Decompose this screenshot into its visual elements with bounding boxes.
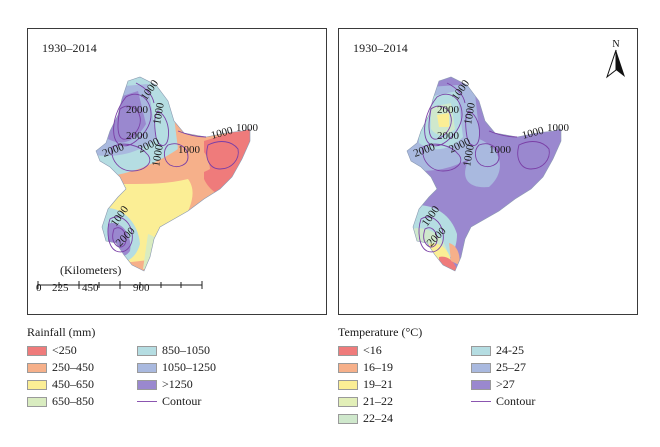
scale-bar: (Kilometers) 0 225 450 900 [36,263,206,308]
legend-label: >1250 [162,377,193,391]
contour-label: 1000 [462,101,478,125]
north-label: N [612,39,619,50]
legend-label: 22–24 [363,411,393,425]
rainfall-legend-title: Rainfall (mm) [27,325,96,339]
legend-label: 850–1050 [162,343,210,357]
scale-bar-graphic [37,281,203,289]
legend-swatch [338,363,358,373]
legend-swatch [338,414,358,424]
legend-swatch [338,346,358,356]
legend-label: Contour [496,394,536,408]
legend-swatch [137,346,157,356]
legend-swatch [27,397,47,407]
contour-label: 2000 [437,104,460,116]
contour-label: 1000 [150,143,166,167]
rainfall-legend: Rainfall (mm) <250 250–450 450–650 650–8… [27,325,327,445]
temperature-legend: Temperature (°C) <16 16–19 19–21 21–22 2… [338,325,638,445]
legend-contour-line [471,401,491,402]
legend-swatch [471,363,491,373]
contour-label: 1000 [151,101,167,125]
contour-label: 1000 [236,122,259,134]
legend-label: 16–19 [363,360,393,374]
legend-label: 24-25 [496,343,524,357]
contour-label: 2000 [126,104,149,116]
legend-swatch [338,380,358,390]
contour-label: 1000 [210,124,235,141]
scale-tick: 225 [52,282,69,294]
contour-label: 1000 [178,144,201,156]
legend-swatch [471,346,491,356]
legend-label: 250–450 [52,360,94,374]
legend-label: 25–27 [496,360,526,374]
contour-label: 1000 [489,144,512,156]
legend-label: <250 [52,343,77,357]
scale-unit-label: (Kilometers) [60,263,122,277]
temperature-legend-title: Temperature (°C) [338,325,423,339]
legend-label: 1050–1250 [162,360,216,374]
contour-label: 1000 [547,122,570,134]
legend-contour-line [137,401,157,402]
panel-period-label: 1930–2014 [42,41,97,55]
legend-label: 19–21 [363,377,393,391]
scale-tick: 450 [82,282,99,294]
legend-label: 650–850 [52,394,94,408]
legend-label: 450–650 [52,377,94,391]
legend-swatch [27,363,47,373]
contour-label: 1000 [521,124,546,141]
rainfall-map: 1000 2000 1000 2000 1000 2000 2000 1000 … [95,76,259,272]
panel-period-label: 1930–2014 [353,41,408,55]
legend-label: >27 [496,377,515,391]
temperature-map: 1000 2000 1000 2000 1000 2000 2000 1000 … [406,76,570,272]
scale-tick: 0 [36,282,42,294]
scale-tick: 900 [133,282,150,294]
legend-swatch [338,397,358,407]
contour-label: 2000 [437,130,460,142]
legend-label: Contour [162,394,202,408]
legend-label: 21–22 [363,394,393,408]
legend-swatch [471,380,491,390]
legend-swatch [137,363,157,373]
legend-label: <16 [363,343,382,357]
legend-swatch [137,380,157,390]
contour-label: 1000 [461,143,477,167]
temperature-map-panel: 1000 2000 1000 2000 1000 2000 2000 1000 … [338,28,638,315]
contour-label: 2000 [126,130,149,142]
legend-swatch [27,380,47,390]
legend-swatch [27,346,47,356]
north-arrow-icon: N [601,37,631,83]
rainfall-map-panel: 1000 2000 1000 2000 1000 2000 2000 1000 … [27,28,327,315]
